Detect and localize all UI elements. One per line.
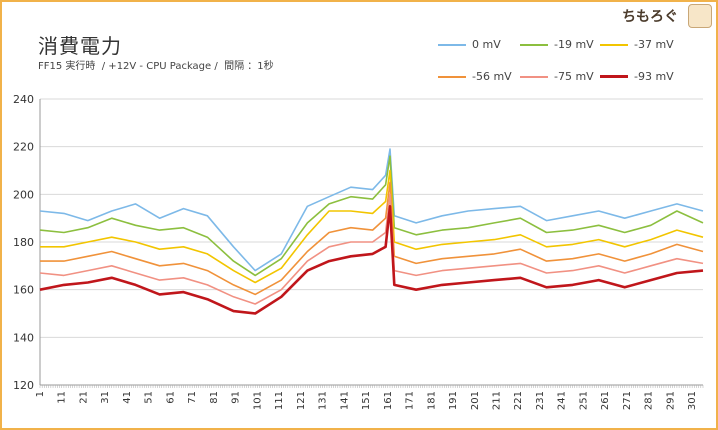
x-tick-label: 211 — [491, 391, 502, 410]
x-tick-label: 191 — [448, 391, 459, 410]
x-tick-label: 161 — [383, 391, 394, 410]
x-tick-label: 141 — [339, 391, 350, 410]
x-tick-label: 231 — [535, 391, 546, 410]
legend-item: -56 mV — [438, 70, 512, 83]
x-tick-label: 131 — [318, 391, 329, 410]
y-tick-label: 140 — [13, 331, 34, 344]
x-tick-label: 61 — [165, 391, 176, 404]
y-tick-label: 180 — [13, 236, 34, 249]
x-tick-label: 91 — [231, 391, 242, 404]
x-tick-label: 171 — [405, 391, 416, 410]
x-tick-label: 21 — [78, 391, 89, 404]
x-tick-label: 1 — [35, 391, 46, 397]
chart-subtitle: FF15 実行時 / +12V - CPU Package / 間隔 ：1秒 — [38, 61, 274, 72]
x-tick-label: 301 — [687, 391, 698, 410]
y-tick-label: 120 — [13, 379, 34, 392]
x-tick-label: 181 — [426, 391, 437, 410]
x-tick-label: 31 — [100, 391, 111, 404]
y-tick-label: 240 — [13, 93, 34, 106]
y-tick-label: 220 — [13, 141, 34, 154]
x-tick-label: 121 — [296, 391, 307, 410]
legend-swatch — [600, 75, 628, 78]
legend-item: -37 mV — [600, 38, 674, 51]
site-logo: ちもろぐ — [622, 9, 678, 25]
legend-label: 0 mV — [472, 38, 501, 51]
x-tick-label: 111 — [274, 391, 285, 410]
x-tick-label: 51 — [144, 391, 155, 404]
x-tick-label: 221 — [513, 391, 524, 410]
legend-label: -19 mV — [554, 38, 594, 51]
series-line-5 — [39, 205, 704, 315]
logo-badge-icon — [688, 4, 712, 28]
legend-swatch — [438, 43, 466, 46]
legend-swatch — [438, 75, 466, 78]
x-tick-label: 241 — [557, 391, 568, 410]
x-tick-label: 11 — [57, 391, 68, 404]
y-tick-label: 160 — [13, 284, 34, 297]
x-tick-label: 71 — [187, 391, 198, 404]
chart-title: 消費電力 — [38, 34, 122, 58]
x-tick-label: 251 — [578, 391, 589, 410]
x-tick-label: 41 — [122, 391, 133, 404]
legend-item: -93 mV — [600, 70, 674, 83]
x-tick-label: 261 — [600, 391, 611, 410]
legend-swatch — [520, 75, 548, 78]
x-tick-label: 81 — [209, 391, 220, 404]
legend-item: 0 mV — [438, 38, 501, 51]
x-tick-label: 151 — [361, 391, 372, 410]
series-line-0 — [39, 148, 704, 272]
x-tick-label: 101 — [252, 391, 263, 410]
y-tick-label: 200 — [13, 188, 34, 201]
legend-swatch — [520, 43, 548, 46]
legend-swatch — [600, 43, 628, 46]
legend-label: -75 mV — [554, 70, 594, 83]
x-tick-label: 201 — [470, 391, 481, 410]
legend-label: -56 mV — [472, 70, 512, 83]
x-tick-label: 271 — [622, 391, 633, 410]
series-line-4 — [39, 193, 704, 305]
x-tick-label: 281 — [644, 391, 655, 410]
legend-item: -75 mV — [520, 70, 594, 83]
series-line-3 — [40, 181, 704, 296]
series-line-2 — [40, 169, 704, 284]
legend-label: -37 mV — [634, 38, 674, 51]
legend-item: -19 mV — [520, 38, 594, 51]
legend-label: -93 mV — [634, 70, 674, 83]
x-tick-label: 291 — [665, 391, 676, 410]
series-line-1 — [39, 155, 704, 277]
